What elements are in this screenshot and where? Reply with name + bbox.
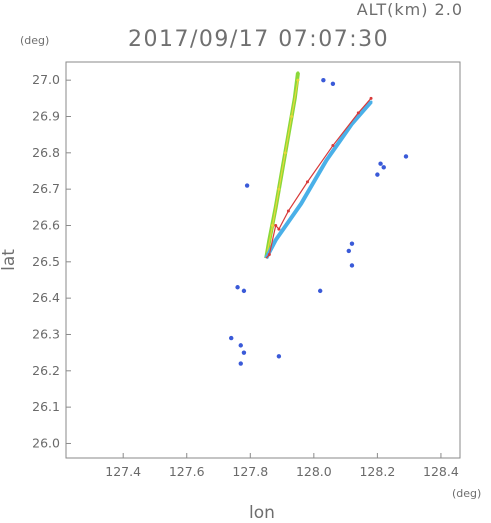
echo-point [277, 227, 281, 231]
echo-point [274, 238, 278, 242]
echo-point [267, 253, 271, 257]
y-axis-unit: (deg) [20, 34, 50, 47]
y-tick-label: 26.3 [32, 326, 60, 341]
chart-title-timestamp: 2017/09/17 07:07:30 [128, 27, 390, 52]
echo-point [356, 111, 360, 115]
echo-point [296, 71, 300, 75]
echo-point [375, 172, 380, 177]
echo-point [276, 354, 282, 359]
echo-point [381, 165, 386, 170]
x-axis-unit: (deg) [452, 487, 482, 500]
x-axis-label: lon [249, 503, 275, 523]
echo-point [349, 263, 355, 268]
echo-point [305, 180, 309, 184]
echo-point [346, 248, 351, 254]
plot-frame [65, 61, 461, 459]
echo-point [378, 161, 383, 166]
y-tick-label: 26.7 [32, 181, 60, 196]
echo-point [369, 96, 373, 100]
echo-point [235, 285, 240, 290]
echo-point [321, 77, 326, 83]
echo-point [312, 180, 316, 184]
altitude-label: ALT(km) 2.0 [356, 0, 463, 19]
echo-point [290, 114, 294, 118]
x-tick-label: 127.4 [105, 464, 141, 479]
echo-point [283, 151, 287, 155]
echo-streak [264, 100, 373, 260]
y-tick-label: 26.0 [32, 435, 60, 450]
echo-point [241, 288, 247, 294]
echo-point [363, 107, 367, 111]
x-tick-label: 128.4 [423, 464, 459, 479]
echo-point [349, 241, 355, 246]
echo-point [244, 183, 250, 188]
echo-marks [229, 71, 409, 366]
echo-point [286, 220, 290, 224]
echo-point [277, 187, 281, 191]
y-tick-label: 26.6 [32, 217, 60, 232]
echo-point [296, 78, 300, 82]
x-tick-label: 128.2 [359, 464, 395, 479]
echo-point [241, 350, 247, 355]
echo-point [317, 288, 323, 294]
y-tick-label: 26.9 [32, 108, 60, 123]
echo-point [274, 223, 278, 227]
echo-point [229, 335, 234, 341]
y-tick-label: 27.0 [32, 72, 60, 87]
y-tick-label: 26.8 [32, 145, 60, 160]
echo-point [238, 343, 243, 348]
echo-point [299, 202, 303, 206]
echo-point [286, 209, 290, 213]
echo-point [369, 100, 373, 104]
x-tick-label: 127.6 [169, 464, 205, 479]
y-tick-label: 26.2 [32, 363, 60, 378]
echo-point [403, 154, 409, 159]
x-tick-label: 127.8 [232, 464, 268, 479]
echo-point [337, 140, 341, 144]
y-tick-label: 26.4 [32, 290, 60, 305]
echo-point [271, 223, 275, 227]
echo-point [330, 81, 336, 86]
echo-point [238, 361, 243, 366]
echo-point [350, 122, 354, 126]
y-tick-label: 26.1 [32, 399, 60, 414]
echo-point [331, 144, 335, 148]
x-tick-label: 128.0 [296, 464, 332, 479]
echo-point [325, 158, 329, 162]
echo-streak [265, 80, 299, 259]
y-tick-label: 26.5 [32, 254, 60, 269]
axis-ticks: 127.4 127.6 127.8 128.0 128.2 128.4 26.0 26.1 26… [32, 72, 459, 479]
